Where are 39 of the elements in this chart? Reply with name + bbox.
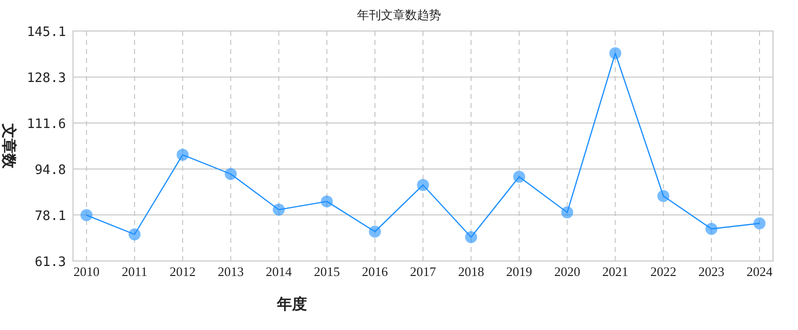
point xyxy=(80,209,92,222)
y-tick-label: 111.6 xyxy=(26,116,66,132)
point xyxy=(128,228,141,240)
x-tick-label: 2022 xyxy=(650,264,676,279)
x-tick-label: 2018 xyxy=(458,264,484,279)
point xyxy=(320,195,333,208)
x-tick-label: 2023 xyxy=(698,264,724,279)
x-tick-label: 2013 xyxy=(218,264,244,279)
x-tick-label: 2010 xyxy=(74,264,100,279)
point xyxy=(705,222,718,235)
x-tick-label: 2017 xyxy=(410,264,436,279)
y-tick-label: 145.1 xyxy=(26,25,66,40)
point xyxy=(272,204,285,216)
point xyxy=(561,206,574,218)
x-tick-label: 2012 xyxy=(170,264,196,279)
x-tick-label: 2019 xyxy=(506,264,532,279)
chart-title: 年刊文章数趋势 xyxy=(357,8,441,22)
point xyxy=(176,148,189,161)
x-tick-label: 2020 xyxy=(554,264,580,279)
point xyxy=(609,47,622,60)
point xyxy=(224,168,237,180)
y-tick-label: 78.1 xyxy=(34,208,66,224)
y-tick-label: 61.3 xyxy=(34,255,66,270)
x-axis-title: 年度 xyxy=(276,295,307,313)
x-tick-label: 2016 xyxy=(362,264,388,279)
point xyxy=(513,170,526,183)
x-tick-label: 2014 xyxy=(266,264,292,279)
point xyxy=(465,231,478,244)
point xyxy=(657,190,670,202)
x-tick-label: 2011 xyxy=(122,264,148,279)
point xyxy=(417,178,429,191)
x-tick-label: 2024 xyxy=(746,264,773,279)
x-tick-label: 2021 xyxy=(602,264,628,279)
y-tick-label: 94.8 xyxy=(34,163,66,178)
point xyxy=(368,226,381,238)
x-tick-label: 2015 xyxy=(314,264,340,279)
point xyxy=(754,217,766,230)
y-tick-label: 128.3 xyxy=(26,71,66,86)
y-axis-title: 文章数 xyxy=(0,122,18,170)
